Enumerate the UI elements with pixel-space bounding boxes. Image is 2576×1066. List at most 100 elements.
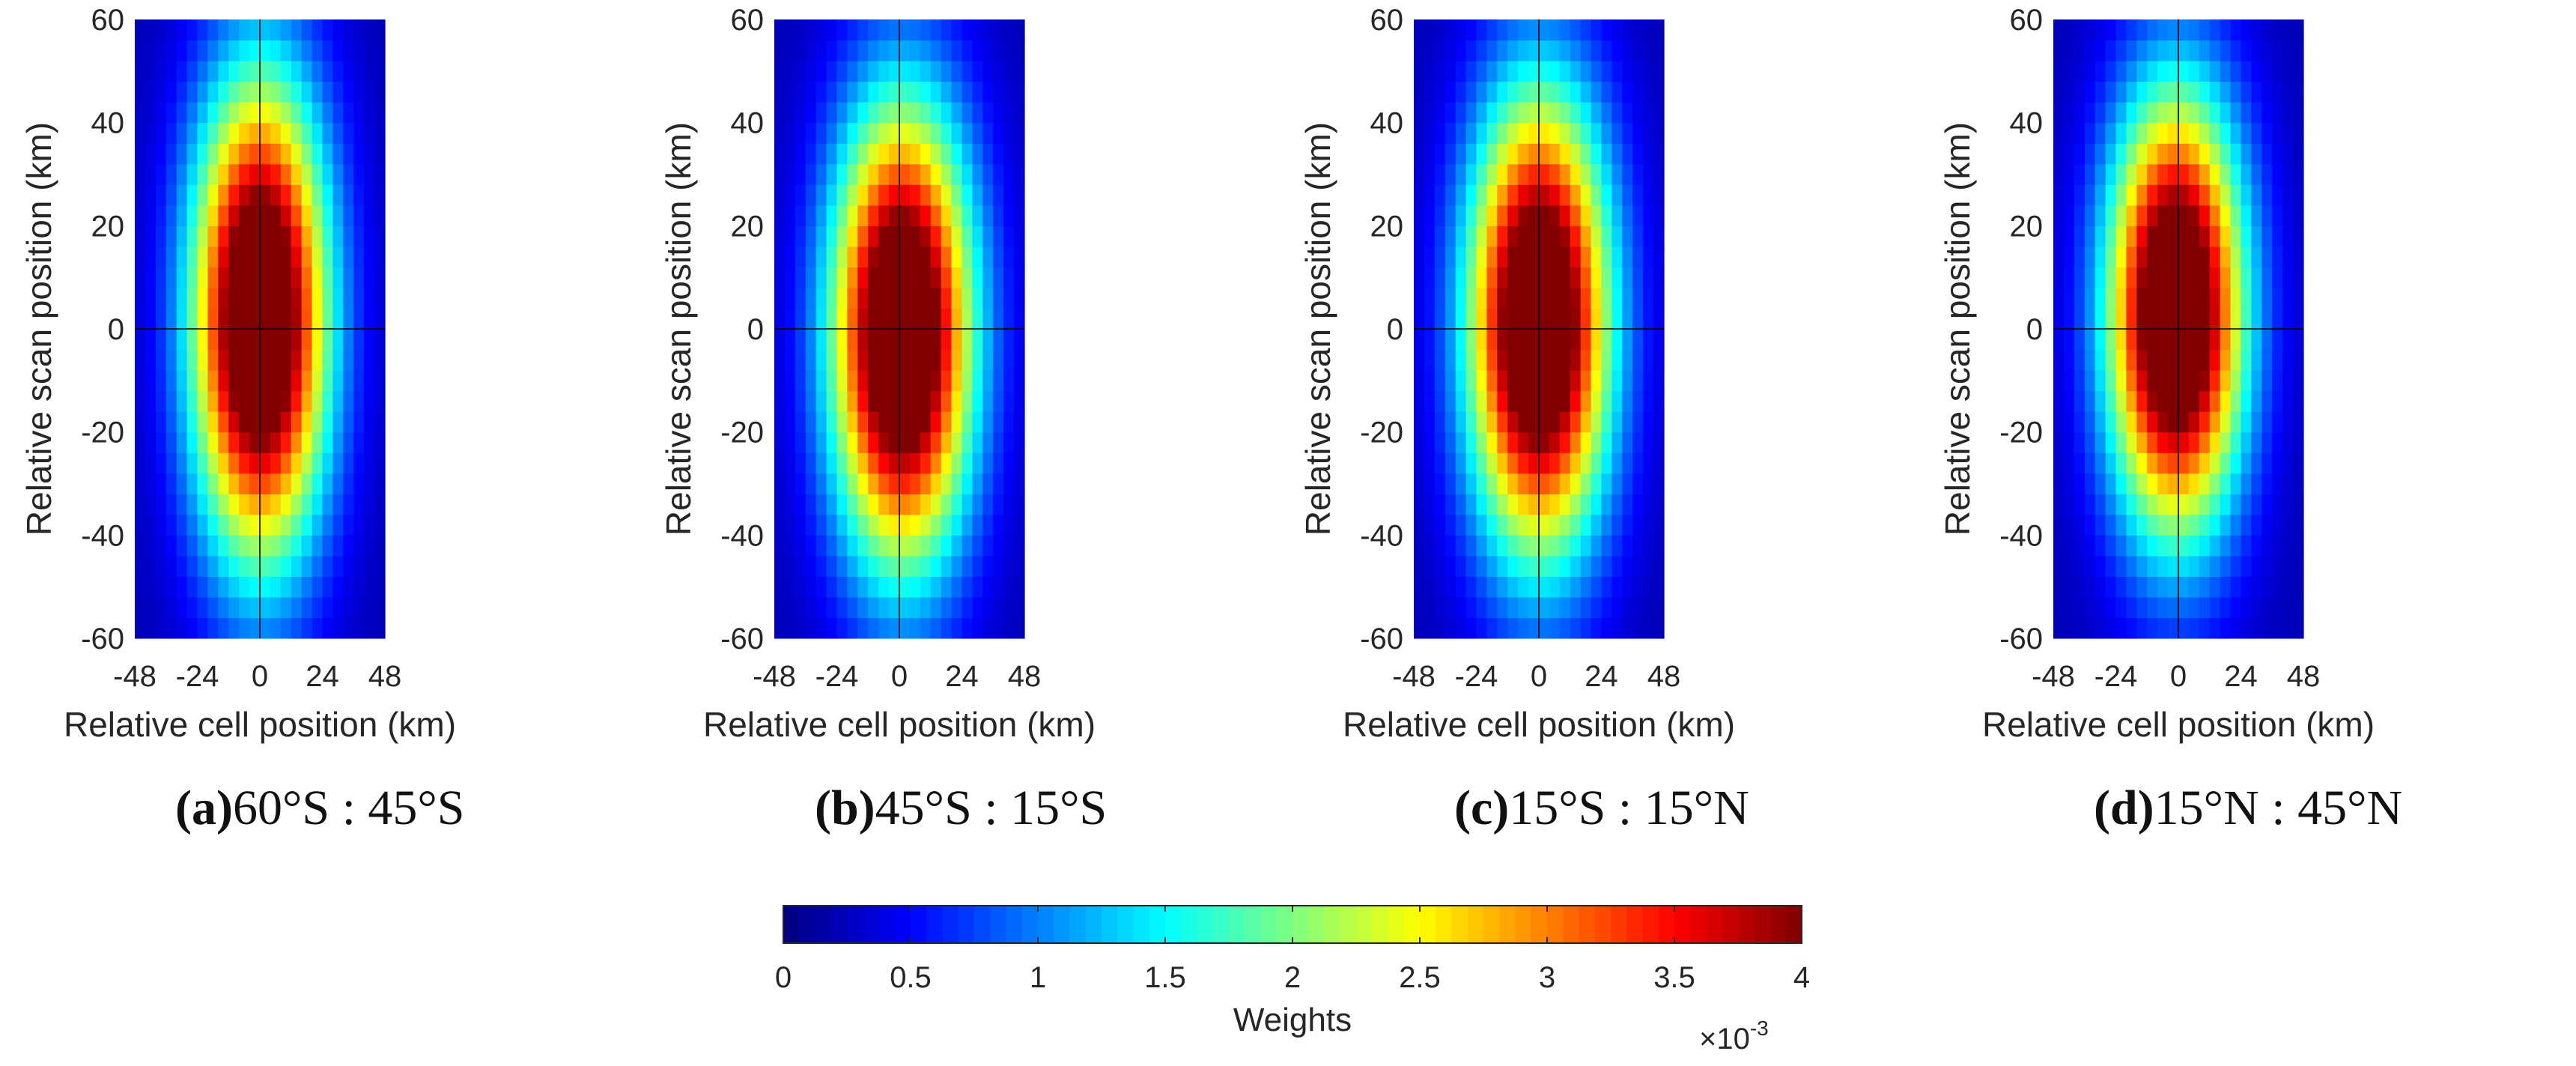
heat-cell	[2220, 205, 2232, 226]
heat-cell	[1414, 163, 1425, 185]
heat-cell	[291, 431, 303, 453]
heat-cell	[197, 19, 209, 41]
heat-cell	[1549, 349, 1561, 371]
heat-cell	[899, 205, 911, 226]
heat-cell	[2136, 514, 2148, 536]
heat-cell	[343, 349, 354, 371]
heat-cell	[1455, 494, 1467, 515]
heat-cell	[1539, 287, 1550, 309]
heat-cell	[1455, 308, 1467, 330]
heat-cell	[1445, 576, 1456, 598]
heat-cell	[815, 390, 827, 412]
heat-cell	[909, 61, 921, 82]
colorbar-segment	[942, 906, 959, 943]
heat-cell	[2282, 411, 2294, 433]
heat-cell	[1445, 370, 1456, 392]
heat-cell	[343, 102, 354, 124]
heat-cell	[2115, 102, 2127, 124]
heat-cell	[1014, 555, 1025, 577]
heat-cell	[847, 205, 858, 226]
heat-cell	[920, 308, 932, 330]
heat-cell	[2241, 225, 2253, 247]
heat-cell	[2157, 514, 2169, 536]
heat-cell	[1445, 40, 1456, 61]
heat-cell	[899, 555, 911, 577]
heat-cell	[353, 184, 365, 206]
heat-cell	[1445, 19, 1456, 41]
heat-cell	[1014, 19, 1025, 41]
heat-cell	[1570, 431, 1582, 453]
heat-cell	[1518, 431, 1529, 453]
heat-cell	[186, 184, 198, 206]
heat-cell	[218, 473, 229, 494]
heat-cell	[1507, 452, 1519, 474]
heat-cell	[260, 122, 271, 144]
colorbar-segment	[974, 906, 991, 943]
heat-cell	[1424, 143, 1436, 165]
heat-cell	[2293, 535, 2304, 557]
heat-cell	[2230, 431, 2242, 453]
heat-cell	[941, 576, 953, 598]
heat-cell	[1622, 308, 1633, 330]
heat-cell	[155, 535, 167, 557]
heat-cell	[207, 122, 219, 144]
heat-cell	[878, 370, 890, 392]
heat-cell	[1518, 143, 1529, 165]
heat-cell	[2293, 287, 2304, 309]
heat-cell	[930, 473, 942, 494]
heat-cell	[993, 40, 1004, 61]
heat-cell	[2220, 308, 2232, 330]
x-tick-label: 0	[891, 660, 908, 693]
heat-cell	[218, 267, 229, 288]
heat-cell	[878, 246, 890, 267]
heat-cell	[805, 81, 817, 103]
heat-cell	[1528, 473, 1540, 494]
heat-cell	[2209, 431, 2221, 453]
heat-cell	[951, 452, 963, 474]
heat-cell	[2126, 617, 2137, 639]
colorbar-segment	[1754, 906, 1771, 943]
heat-cell	[291, 514, 303, 536]
colorbar-label: Weights	[1233, 1002, 1352, 1038]
y-tick-label: -20	[720, 417, 764, 449]
heat-cell	[2188, 102, 2200, 124]
heat-cell	[1539, 329, 1550, 351]
heat-cell	[847, 122, 858, 144]
heat-cell	[868, 205, 879, 226]
heat-cell	[2126, 555, 2137, 577]
heat-cell	[291, 184, 303, 206]
heat-cell	[836, 19, 848, 41]
heat-cell	[2209, 514, 2221, 536]
heat-cell	[1497, 370, 1508, 392]
heat-cell	[280, 122, 292, 144]
heat-cell	[1518, 308, 1529, 330]
heat-cell	[135, 61, 146, 82]
heat-cell	[1486, 246, 1498, 267]
heat-cell	[784, 246, 796, 267]
heat-cell	[1497, 102, 1508, 124]
x-tick-label: 48	[1647, 660, 1681, 693]
heat-cell	[868, 329, 879, 351]
heat-cell	[2272, 163, 2283, 185]
heat-cell	[795, 40, 806, 61]
heat-cell	[228, 555, 240, 577]
heat-cell	[1632, 390, 1644, 412]
heat-cell	[176, 514, 188, 536]
heat-cell	[2261, 494, 2273, 515]
heat-cell	[1591, 225, 1603, 247]
heat-cell	[1434, 370, 1446, 392]
heat-cell	[1518, 81, 1529, 103]
colorbar-segment	[990, 906, 1007, 943]
heat-cell	[2261, 596, 2273, 619]
heat-cell	[176, 390, 188, 412]
heat-cell	[1570, 329, 1582, 351]
heat-cell	[909, 411, 921, 433]
heat-cell	[2220, 349, 2232, 371]
heat-cell	[1014, 617, 1025, 639]
heat-cell	[1559, 205, 1571, 226]
heat-cell	[186, 431, 198, 453]
x-axis-label: Relative cell position (km)	[1343, 705, 1735, 744]
heat-cell	[260, 555, 271, 577]
heat-cell	[1591, 473, 1603, 494]
